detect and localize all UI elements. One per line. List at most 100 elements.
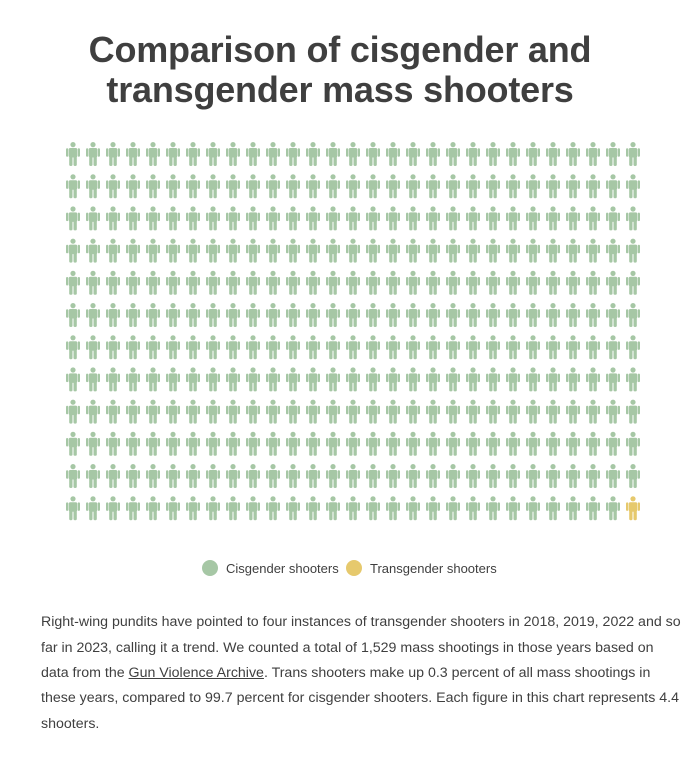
description-text-1: Right-wing pundits have pointed to four … (41, 614, 681, 681)
cisgender-shooter-icon (366, 303, 380, 327)
cisgender-shooter-icon (206, 174, 220, 199)
cisgender-shooter-icon (226, 399, 240, 424)
cisgender-shooter-icon (86, 431, 100, 456)
cisgender-shooter-icon (546, 174, 560, 199)
cisgender-shooter-icon (546, 431, 560, 456)
cisgender-shooter-icon (386, 303, 400, 327)
cisgender-shooter-icon (266, 367, 280, 392)
cisgender-shooter-icon (606, 431, 620, 456)
cisgender-shooter-icon (606, 238, 620, 263)
cisgender-shooter-icon (386, 431, 400, 456)
cisgender-shooter-icon (326, 174, 340, 199)
cisgender-shooter-icon (206, 367, 220, 392)
cisgender-shooter-icon (166, 206, 180, 231)
chart-description: Right-wing pundits have pointed to four … (41, 610, 681, 737)
cisgender-shooter-icon (466, 303, 480, 327)
cisgender-shooter-icon (506, 367, 520, 392)
cisgender-shooter-icon (146, 431, 160, 456)
cisgender-shooter-icon (466, 142, 480, 166)
cisgender-shooter-icon (226, 367, 240, 392)
cisgender-shooter-icon (426, 496, 440, 521)
cisgender-shooter-icon (386, 174, 400, 199)
cisgender-shooter-icon (426, 270, 440, 295)
cisgender-shooter-icon (386, 206, 400, 231)
cisgender-shooter-icon (246, 367, 260, 392)
cisgender-shooter-icon (186, 367, 200, 392)
cisgender-shooter-icon (526, 367, 540, 392)
cisgender-shooter-icon (166, 464, 180, 488)
cisgender-shooter-icon (526, 496, 540, 521)
cisgender-shooter-icon (606, 270, 620, 295)
cisgender-shooter-icon (426, 431, 440, 456)
cisgender-shooter-icon (266, 206, 280, 231)
cisgender-shooter-icon (226, 431, 240, 456)
cisgender-shooter-icon (586, 270, 600, 295)
cisgender-shooter-icon (186, 238, 200, 263)
cisgender-shooter-icon (66, 431, 80, 456)
cisgender-shooter-icon (166, 142, 180, 166)
cisgender-shooter-icon (526, 270, 540, 295)
cisgender-shooter-icon (86, 399, 100, 424)
cisgender-shooter-icon (66, 238, 80, 263)
cisgender-shooter-icon (566, 399, 580, 424)
cisgender-shooter-icon (346, 206, 360, 231)
cisgender-shooter-icon (586, 496, 600, 521)
cisgender-shooter-icon (346, 238, 360, 263)
cisgender-shooter-icon (566, 142, 580, 166)
cisgender-shooter-icon (486, 431, 500, 456)
cisgender-shooter-icon (426, 174, 440, 199)
cisgender-shooter-icon (446, 238, 460, 263)
cisgender-shooter-icon (166, 431, 180, 456)
cisgender-shooter-icon (526, 206, 540, 231)
cisgender-shooter-icon (506, 335, 520, 360)
cisgender-shooter-icon (366, 496, 380, 521)
cisgender-shooter-icon (86, 464, 100, 488)
cisgender-shooter-icon (106, 174, 120, 199)
cisgender-shooter-icon (366, 367, 380, 392)
cisgender-shooter-icon (346, 367, 360, 392)
gun-violence-archive-link[interactable]: Gun Violence Archive (128, 665, 264, 681)
cisgender-shooter-icon (366, 335, 380, 360)
cisgender-shooter-icon (286, 303, 300, 327)
cisgender-shooter-icon (186, 303, 200, 327)
cisgender-shooter-icon (186, 206, 200, 231)
cisgender-shooter-icon (386, 399, 400, 424)
cisgender-shooter-icon (606, 399, 620, 424)
cisgender-shooter-icon (226, 464, 240, 488)
cisgender-shooter-icon (286, 335, 300, 360)
cisgender-shooter-icon (126, 303, 140, 327)
cisgender-shooter-icon (186, 399, 200, 424)
cisgender-shooter-icon (386, 367, 400, 392)
cisgender-shooter-icon (586, 174, 600, 199)
cisgender-shooter-icon (66, 496, 80, 521)
cisgender-shooter-icon (166, 335, 180, 360)
cisgender-shooter-icon (466, 464, 480, 488)
cisgender-shooter-icon (306, 174, 320, 199)
cisgender-shooter-icon (606, 142, 620, 166)
cisgender-shooter-icon (286, 270, 300, 295)
cisgender-shooter-icon (226, 238, 240, 263)
cisgender-shooter-icon (566, 303, 580, 327)
cisgender-shooter-icon (266, 303, 280, 327)
cisgender-shooter-icon (206, 270, 220, 295)
cisgender-shooter-icon (446, 367, 460, 392)
cisgender-shooter-icon (146, 399, 160, 424)
cisgender-shooter-icon (586, 238, 600, 263)
cisgender-shooter-icon (546, 367, 560, 392)
cisgender-shooter-icon (206, 496, 220, 521)
cisgender-shooter-icon (506, 206, 520, 231)
legend-item-cisgender: Cisgender shooters (202, 558, 339, 578)
cisgender-shooter-icon (186, 142, 200, 166)
cisgender-shooter-icon (346, 270, 360, 295)
cisgender-shooter-icon (566, 496, 580, 521)
cisgender-shooter-icon (466, 367, 480, 392)
cisgender-shooter-icon (526, 399, 540, 424)
cisgender-shooter-icon (466, 238, 480, 263)
cisgender-shooter-icon (346, 303, 360, 327)
cisgender-shooter-icon (486, 270, 500, 295)
cisgender-shooter-icon (426, 335, 440, 360)
cisgender-shooter-icon (106, 496, 120, 521)
cisgender-shooter-icon (606, 335, 620, 360)
legend-label-cisgender: Cisgender shooters (226, 560, 339, 576)
chart-title: Comparison of cisgender and transgender … (0, 30, 680, 110)
